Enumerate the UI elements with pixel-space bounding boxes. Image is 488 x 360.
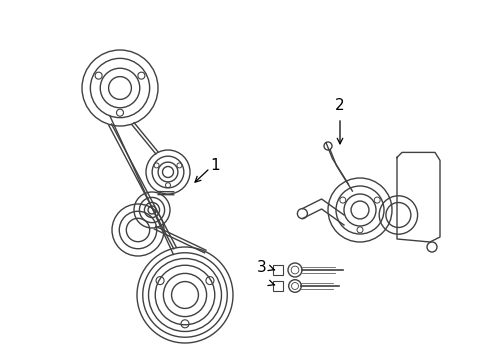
Text: 3: 3 xyxy=(257,261,266,275)
Bar xyxy=(272,281,283,291)
Text: 1: 1 xyxy=(210,158,220,172)
Text: 2: 2 xyxy=(334,98,344,113)
Bar xyxy=(272,265,283,275)
